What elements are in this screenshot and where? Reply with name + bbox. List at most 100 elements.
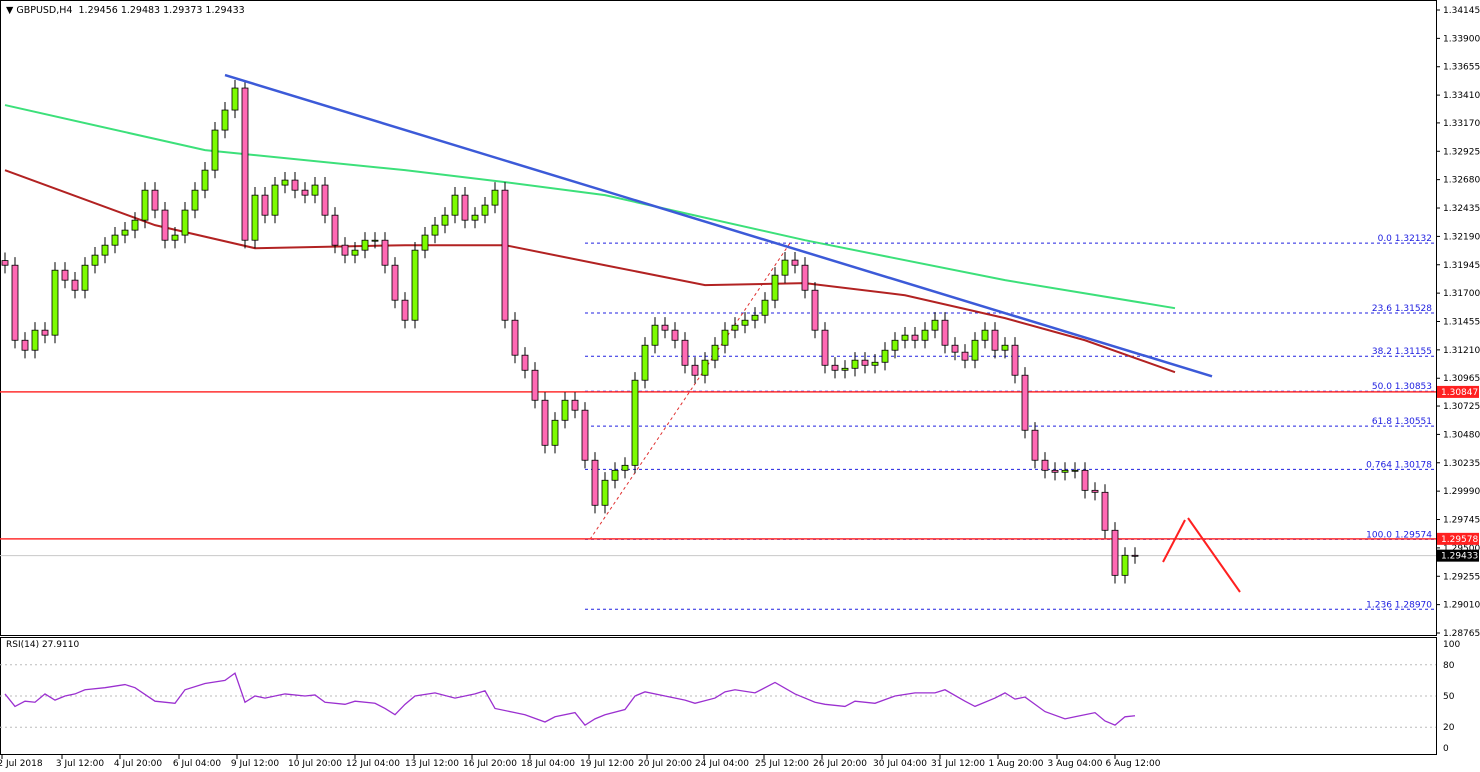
- bear-candle: [961, 351, 969, 361]
- bear-candle: [671, 329, 679, 341]
- bull-candle: [481, 204, 489, 216]
- bull-candle: [731, 324, 739, 331]
- bull-candle: [311, 184, 319, 196]
- bear-candle: [151, 189, 159, 211]
- bull-candle: [651, 324, 659, 346]
- bear-candle: [591, 459, 599, 506]
- bear-candle: [581, 409, 589, 461]
- date-tick-label: 16 Jul 20:00: [463, 759, 517, 769]
- bear-candle: [1, 260, 9, 266]
- price-tick-label: 1.29500: [1443, 544, 1480, 554]
- bear-candle: [381, 239, 389, 266]
- bear-candle: [341, 244, 349, 256]
- price-tick-label: 1.28765: [1443, 629, 1480, 639]
- level-price-tag: [1437, 385, 1479, 398]
- price-tick-label: 1.32925: [1443, 147, 1480, 157]
- bear-candle: [541, 399, 549, 446]
- date-tick-label: 30 Jul 04:00: [873, 759, 927, 769]
- bear-candle: [531, 369, 539, 401]
- triangle-down-icon[interactable]: ▼: [6, 5, 14, 16]
- bull-candle: [701, 359, 709, 376]
- date-tick-label: 13 Jul 12:00: [405, 759, 459, 769]
- fib-level-label: 50.0 1.30853: [1372, 382, 1432, 392]
- chart-header: ▼ GBPUSD,H4 1.29456 1.29483 1.29373 1.29…: [6, 5, 245, 16]
- bull-candle: [271, 184, 279, 216]
- rsi-tick-label: 80: [1443, 661, 1455, 671]
- ma-slow-line: [4, 104, 1176, 310]
- candles: [1, 79, 1139, 584]
- rsi-tick-label: 50: [1443, 692, 1455, 702]
- level-price-label: 1.29578: [1441, 535, 1478, 545]
- bull-candle: [611, 469, 619, 481]
- bull-candle: [891, 339, 899, 351]
- bull-candle: [1121, 554, 1129, 576]
- bull-candle: [721, 329, 729, 346]
- bull-candle: [921, 329, 929, 341]
- bull-candle: [181, 209, 189, 236]
- price-tick-label: 1.33900: [1443, 34, 1480, 44]
- bear-candle: [11, 264, 19, 341]
- bull-candle: [1061, 469, 1069, 473]
- fib-level-label: 1.236 1.28970: [1366, 600, 1432, 610]
- bull-candle: [451, 194, 459, 216]
- bear-candle: [161, 209, 169, 241]
- bear-candle: [321, 184, 329, 216]
- price-tick-label: 1.31455: [1443, 318, 1480, 328]
- projection-down-stroke: [1187, 517, 1241, 593]
- bear-candle: [801, 264, 809, 291]
- price-tick-label: 1.32435: [1443, 204, 1480, 214]
- fib-level-label: 23.6 1.31528: [1372, 304, 1432, 314]
- bull-candle: [761, 299, 769, 316]
- bull-candle: [361, 239, 369, 251]
- bear-candle: [1131, 554, 1139, 557]
- fib-level-label: 0.764 1.30178: [1366, 460, 1432, 470]
- bear-candle: [571, 399, 579, 411]
- bull-candle: [211, 129, 219, 171]
- date-tick-label: 24 Jul 04:00: [695, 759, 749, 769]
- bear-candle: [691, 364, 699, 376]
- date-tick-label: 2 Jul 2018: [0, 759, 43, 769]
- date-tick-label: 20 Jul 20:00: [638, 759, 692, 769]
- price-tick-label: 1.31210: [1443, 346, 1480, 356]
- bull-candle: [81, 264, 89, 291]
- rsi-tick-label: 20: [1443, 723, 1455, 733]
- bull-candle: [51, 269, 59, 336]
- price-tick-label: 1.33170: [1443, 119, 1480, 129]
- price-tick-label: 1.30235: [1443, 459, 1480, 469]
- bear-candle: [1081, 469, 1089, 491]
- bull-candle: [141, 189, 149, 221]
- bear-candle: [61, 269, 69, 281]
- price-tick-label: 1.30480: [1443, 430, 1480, 440]
- bear-candle: [301, 189, 309, 196]
- bear-candle: [401, 299, 409, 321]
- level-price-label: 1.30847: [1441, 388, 1478, 398]
- bear-candle: [1011, 344, 1019, 376]
- date-tick-label: 10 Jul 20:00: [288, 759, 342, 769]
- bear-candle: [1051, 469, 1059, 473]
- rsi-line: [4, 672, 1136, 726]
- bear-candle: [791, 259, 799, 266]
- bear-candle: [41, 329, 49, 336]
- bull-candle: [931, 319, 939, 331]
- bull-candle: [231, 87, 239, 111]
- date-tick-label: 25 Jul 12:00: [755, 759, 809, 769]
- bear-candle: [1101, 491, 1109, 531]
- current-price-tag: [1437, 549, 1479, 562]
- ma-fast-line: [4, 169, 1176, 374]
- bull-candle: [121, 229, 129, 236]
- rsi-tick-label: 0: [1443, 744, 1449, 754]
- bull-candle: [561, 399, 569, 421]
- bull-candle: [411, 249, 419, 321]
- bull-candle: [971, 339, 979, 361]
- rsi-title: RSI(14) 27.9110: [6, 640, 80, 650]
- bull-candle: [471, 214, 479, 221]
- bear-candle: [1021, 374, 1029, 431]
- bull-candle: [251, 194, 259, 241]
- date-tick-label: 6 Aug 12:00: [1106, 759, 1161, 769]
- bull-candle: [281, 179, 289, 186]
- bull-candle: [191, 189, 199, 211]
- symbol-label: GBPUSD,H4: [16, 5, 73, 16]
- bear-candle: [511, 319, 519, 356]
- date-tick-label: 1 Aug 20:00: [989, 759, 1044, 769]
